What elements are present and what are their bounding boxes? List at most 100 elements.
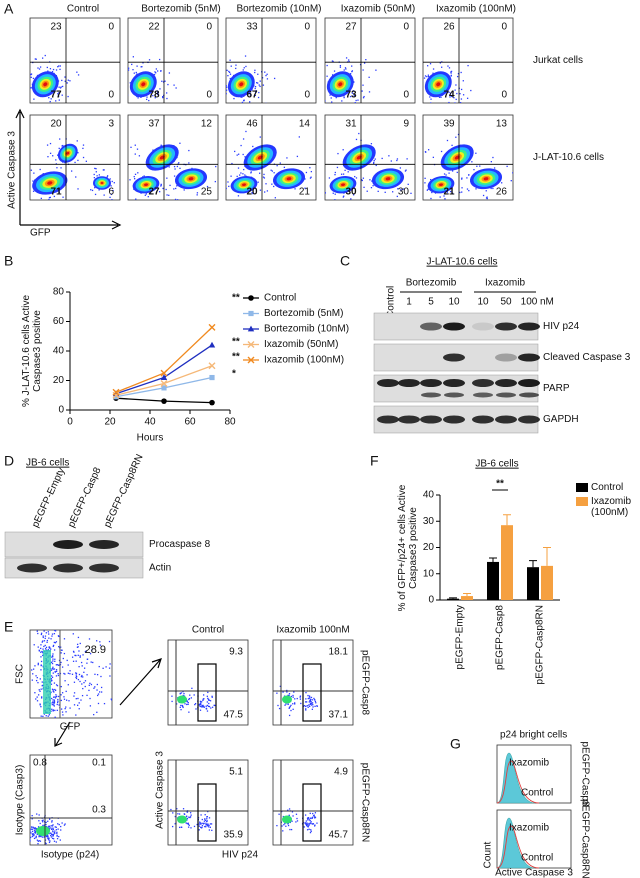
x-tick-label: 80 — [224, 417, 236, 428]
event-dot — [252, 192, 254, 195]
event-dot — [32, 673, 34, 675]
event-dot — [420, 56, 421, 57]
lane-label: 100 — [521, 297, 538, 308]
event-dot — [76, 704, 79, 706]
event-dot — [285, 825, 287, 827]
event-dot — [52, 833, 54, 836]
event-dot — [206, 695, 208, 697]
y-axis-label: Count — [483, 841, 494, 868]
event-dot — [460, 88, 463, 91]
significance: ** — [232, 337, 240, 348]
event-dot — [288, 814, 290, 816]
event-dot — [52, 155, 54, 157]
event-dot — [42, 742, 43, 743]
event-dot — [54, 716, 56, 718]
event-dot — [55, 670, 58, 673]
event-dot — [119, 696, 120, 697]
event-dot — [312, 812, 314, 815]
event-dot — [39, 840, 42, 842]
event-dot — [10, 636, 11, 637]
event-dot — [115, 716, 116, 717]
event-dot — [445, 174, 447, 176]
event-dot — [501, 182, 503, 184]
event-dot — [294, 702, 296, 704]
event-dot — [27, 189, 28, 190]
event-dot — [48, 818, 51, 820]
event-dot — [373, 161, 375, 164]
band-label: Actin — [149, 563, 171, 574]
chart-title: JB-6 cells — [475, 459, 518, 470]
quadrant-value: 27 — [148, 187, 160, 198]
quadrant-value: 71 — [50, 187, 62, 198]
event-dot — [308, 819, 310, 821]
blot-band — [472, 379, 494, 387]
event-dot — [114, 701, 115, 702]
event-dot — [54, 697, 57, 699]
event-dot — [74, 654, 76, 657]
event-dot — [57, 95, 60, 98]
event-dot — [448, 67, 451, 69]
event-dot — [43, 728, 44, 729]
event-dot — [51, 679, 53, 682]
event-dot — [152, 94, 154, 97]
event-dot — [363, 186, 365, 189]
event-dot — [186, 703, 188, 706]
event-dot — [55, 669, 58, 671]
event-dot — [61, 85, 64, 88]
event-dot — [136, 65, 138, 67]
event-dot — [39, 66, 42, 68]
event-dot — [255, 82, 258, 84]
event-dot — [35, 827, 37, 830]
panel-letter: E — [4, 619, 13, 635]
event-dot — [201, 822, 203, 824]
x-tick-label: 20 — [104, 417, 116, 428]
event-dot — [392, 191, 394, 193]
event-dot — [19, 74, 20, 75]
x-axis-label: GFP — [30, 228, 51, 239]
event-dot — [160, 70, 162, 72]
event-dot — [194, 703, 196, 706]
event-dot — [450, 95, 453, 98]
event-dot — [43, 824, 46, 826]
event-dot — [54, 630, 56, 632]
data-point — [247, 325, 255, 332]
quadrant-value: 25 — [201, 187, 213, 198]
event-dot — [308, 824, 310, 826]
event-dot — [103, 194, 105, 196]
event-dot — [203, 705, 205, 708]
event-dot — [60, 652, 62, 654]
event-dot — [48, 839, 50, 841]
event-dot — [220, 191, 221, 192]
event-dot — [111, 699, 112, 701]
event-dot — [51, 703, 53, 706]
event-dot — [279, 685, 282, 688]
quadrant-value: 0 — [108, 90, 114, 101]
gate-arrow — [119, 658, 162, 706]
event-dot — [49, 68, 52, 70]
event-dot — [46, 144, 49, 146]
event-dot — [34, 827, 36, 829]
event-dot — [125, 89, 126, 90]
quadrant-value: 35.9 — [224, 830, 244, 841]
blot-band — [495, 379, 517, 387]
event-dot — [53, 831, 56, 834]
event-dot — [97, 693, 100, 695]
event-dot — [52, 824, 54, 826]
event-dot — [98, 189, 100, 191]
event-dot — [230, 175, 232, 177]
event-dot — [284, 704, 286, 706]
plot-frame — [167, 759, 249, 846]
event-dot — [46, 751, 47, 752]
event-dot — [440, 150, 443, 153]
event-dot — [39, 690, 41, 692]
event-dot — [42, 648, 44, 650]
event-dot — [128, 67, 130, 69]
event-dot — [60, 86, 62, 88]
event-dot — [5, 639, 6, 640]
event-dot — [31, 679, 33, 681]
event-dot — [77, 678, 80, 681]
event-dot — [363, 95, 365, 98]
event-dot — [66, 659, 68, 662]
event-dot — [208, 829, 211, 831]
band-label: Cleaved Caspase 3 — [543, 352, 631, 363]
